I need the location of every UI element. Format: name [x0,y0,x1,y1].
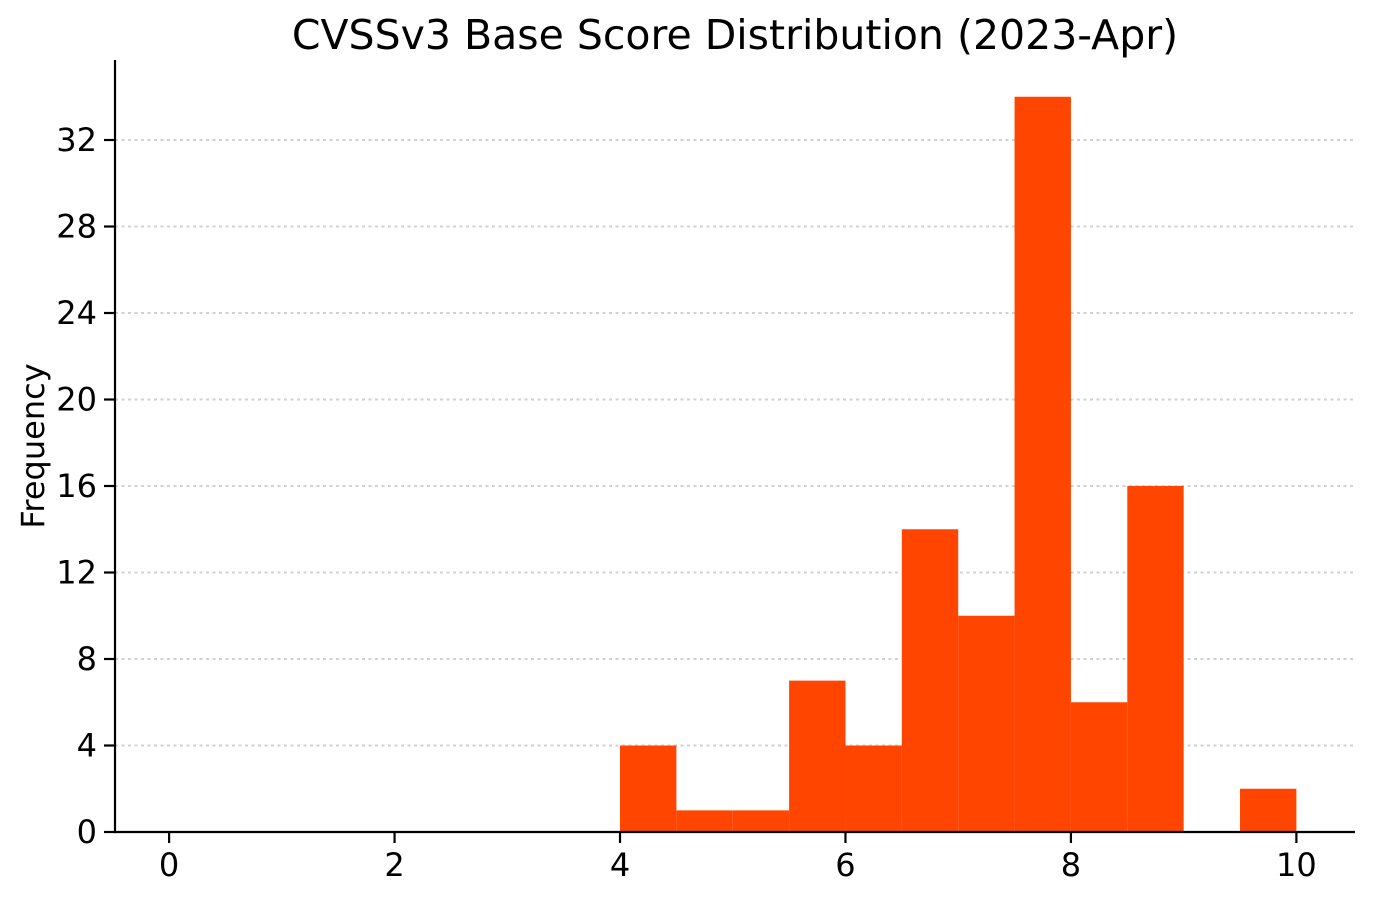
histogram-bars [620,96,1297,832]
x-tick-label-10: 10 [1276,846,1317,884]
bar-4-4.5 [620,745,677,832]
bar-9.5-10 [1240,788,1297,832]
x-tick-label-4: 4 [610,846,630,884]
y-tick-label-12: 12 [56,554,97,592]
x-tick-label-0: 0 [159,846,179,884]
y-tick-label-32: 32 [56,121,97,159]
gridlines [115,139,1355,747]
bar-8-8.5 [1070,702,1128,832]
x-tick-label-8: 8 [1061,846,1081,884]
x-tick-label-6: 6 [835,846,855,884]
y-tick-label-4: 4 [77,727,97,765]
chart-title: CVSSv3 Base Score Distribution (2023-Apr… [292,11,1178,59]
y-tick-label-16: 16 [56,467,97,505]
bar-5.5-6 [789,680,846,832]
y-tick-label-20: 20 [56,381,97,419]
bar-7-7.5 [958,615,1015,832]
y-tick-label-24: 24 [56,294,97,332]
y-tick-label-28: 28 [56,208,97,246]
y-tick-label-8: 8 [77,640,97,678]
y-tick-label-0: 0 [77,813,97,851]
x-tick-label-2: 2 [384,846,404,884]
bar-7.5-8 [1014,96,1071,832]
bar-6.5-7 [901,529,959,832]
bar-6-6.5 [845,745,902,832]
bar-5-5.5 [732,810,790,832]
y-axis-label: Frequency [14,363,52,528]
bar-4.5-5 [676,810,733,832]
axes-spines [113,60,1355,834]
bar-8.5-9 [1127,486,1184,832]
